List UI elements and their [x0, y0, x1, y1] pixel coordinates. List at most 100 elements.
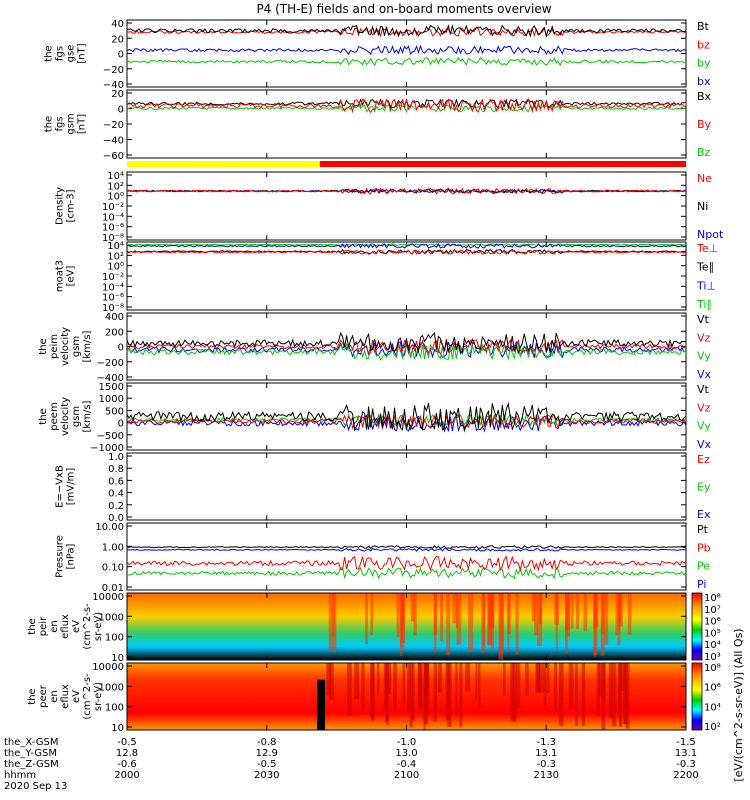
time-axis-row-label: the_X-GSM [4, 737, 58, 748]
legend-entry: bx [697, 75, 711, 88]
y-tick-label: 10⁰ [107, 262, 124, 273]
y-axis-label: sr-eV) [93, 612, 104, 641]
y-tick-label: 10⁻⁴ [102, 212, 124, 223]
legend-entry: Vx [697, 438, 712, 451]
y-tick-label: −40 [103, 136, 124, 147]
legend-entry: Vz [697, 331, 711, 344]
y-tick-label: 10000 [92, 592, 124, 603]
panel-frame [126, 382, 687, 451]
y-tick-label: 10⁴ [107, 171, 124, 182]
time-tick-label: -0.8 [257, 737, 277, 748]
time-tick-label: 2000 [114, 770, 139, 781]
legend-entry: Bz [697, 146, 711, 159]
y-tick-label: 500 [105, 406, 124, 417]
panel-10: 10⁸ 10⁶ 10⁴ 10² 10000 1000 100 10 the peer en eflux… [27, 662, 721, 734]
legend-entry: Bx [697, 90, 712, 103]
y-axis-label: eflux [60, 614, 71, 639]
y-tick-label: 0.2 [108, 501, 124, 512]
time-axis-row-label: the_Z-GSM [4, 759, 59, 770]
colorbar-tick-label: 10⁷ [704, 605, 721, 616]
y-tick-label: 10⁻² [102, 272, 124, 283]
y-tick-label: 100 [105, 703, 124, 714]
y-axis-label: velocity [60, 397, 71, 436]
legend-entry: Vz [697, 401, 711, 414]
y-axis-label: the [44, 116, 55, 132]
y-tick-label: 10000 [92, 662, 124, 673]
legend-entry: Vy [697, 350, 711, 363]
y-tick-label: 0.6 [108, 476, 124, 487]
time-tick-label: 12.8 [116, 748, 138, 759]
y-tick-label: 40 [111, 19, 124, 30]
y-tick-label: 1000 [99, 394, 124, 405]
time-tick-label: 13.0 [395, 748, 417, 759]
y-tick-label: −1000 [90, 443, 124, 454]
series-line [126, 243, 687, 249]
y-tick-label: 10⁻⁶ [102, 293, 124, 304]
y-tick-label: −40 [103, 80, 124, 91]
y-axis-label: peim [49, 334, 60, 359]
colorbar-tick-label: 10⁴ [704, 640, 721, 651]
time-tick-label: 2130 [534, 770, 559, 781]
time-tick-label: -0.4 [397, 759, 417, 770]
panel-5: 400 200 0 −200 −400 the peim velocity gsm [km/s] V… [38, 312, 712, 384]
panel-7: 1.00.80.6 0.40.20.0 E=−VxB [mV/m] Ez Ey Ex [55, 452, 711, 524]
y-axis-label: [nPa] [66, 543, 77, 569]
colorbar-tick-label: 10⁵ [704, 628, 721, 639]
y-axis-label: gsm [66, 113, 77, 134]
legend-entry: Ex [697, 508, 711, 521]
legend-entry: Te∥ [696, 261, 714, 274]
y-tick-label: −500 [97, 431, 124, 442]
time-tick-label: 12.9 [256, 748, 278, 759]
y-axis-label: the [38, 408, 49, 424]
legend-entry: Pe [697, 560, 710, 573]
y-axis-label: (cm^2-s- [82, 673, 93, 720]
series-line [126, 342, 687, 361]
series-line [126, 547, 687, 552]
time-tick-label: -0.3 [536, 759, 556, 770]
y-tick-label: 10⁰ [107, 192, 124, 203]
y-tick-label: −20 [103, 120, 124, 131]
y-axis-label: en [49, 690, 60, 703]
legend-entry: Ey [697, 481, 711, 494]
legend-entry: Ti∥ [696, 298, 712, 311]
y-axis-label: [km/s] [82, 330, 93, 362]
series-line [126, 555, 687, 572]
y-axis-label: gsm [71, 336, 82, 357]
series-line [126, 401, 687, 432]
legend-entry: Pt [697, 523, 709, 536]
y-tick-label: 1000 [99, 682, 124, 693]
series-line [126, 187, 686, 195]
y-tick-label: 1.00 [102, 542, 124, 553]
y-tick-label: 10.00 [95, 522, 124, 533]
series-line [126, 248, 687, 255]
y-tick-label: 10⁻⁸ [102, 303, 124, 314]
y-tick-label: 10 [111, 653, 124, 664]
y-tick-label: −20 [103, 65, 124, 76]
plot-title: P4 (TH-E) fields and on-board moments ov… [256, 2, 551, 16]
y-tick-label: 0 [118, 343, 124, 354]
time-tick-label: -0.6 [117, 759, 137, 770]
panel-frame [126, 171, 687, 241]
y-axis-label: [nT] [77, 43, 88, 63]
time-tick-label: 2200 [673, 770, 698, 781]
y-tick-label: 0 [118, 419, 124, 430]
y-axis-label: [mV/m] [66, 468, 77, 506]
panel-1: 40 20 0 −20 −40 the fgs gse [nT] Bt bz by bx [44, 19, 711, 91]
series-line [126, 97, 687, 114]
y-tick-label: 200 [105, 327, 124, 338]
y-axis-label: (cm^2-s- [82, 603, 93, 650]
y-axis-label: the [27, 618, 38, 634]
time-tick-label: -0.5 [257, 759, 277, 770]
legend-entry: Vt [697, 313, 710, 326]
y-axis-label: gse [66, 45, 77, 63]
legend-entry: Ti⊥ [696, 279, 716, 292]
y-tick-label: 0.01 [102, 583, 124, 594]
time-tick-label: 13.1 [675, 748, 697, 759]
y-tick-label: 20 [111, 34, 124, 45]
